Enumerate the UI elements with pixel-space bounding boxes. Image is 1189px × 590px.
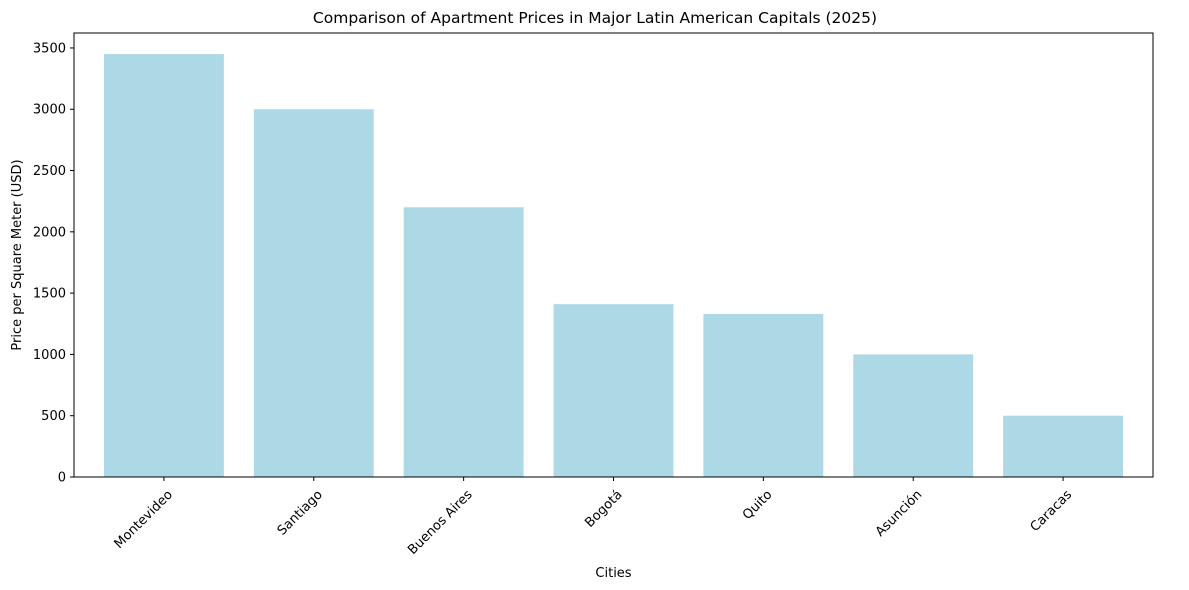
x-tick-label: Asunción <box>873 487 925 539</box>
plot-area-frame <box>73 32 1154 478</box>
y-tick-label: 2000 <box>33 225 66 240</box>
y-axis-label: Price per Square Meter (USD) <box>10 159 25 350</box>
bar-caracas <box>1003 415 1124 477</box>
x-tick-label: Montevideo <box>112 487 176 551</box>
y-tick-label: 500 <box>41 409 66 424</box>
y-tick-label: 1000 <box>33 348 66 363</box>
bar-group <box>103 54 1124 478</box>
x-tick-label: Buenos Aires <box>405 487 476 558</box>
x-tick-label: Bogotá <box>582 487 625 530</box>
y-tick-label: 2500 <box>33 164 66 179</box>
bar-bogot- <box>553 304 674 477</box>
bar-quito <box>703 313 824 477</box>
y-tick-label: 3000 <box>33 103 66 118</box>
x-tick-label: Santiago <box>275 487 326 538</box>
y-tick-label: 0 <box>58 471 66 486</box>
bar-santiago <box>253 109 374 477</box>
bar-buenos-aires <box>403 207 524 477</box>
chart-title: Comparison of Apartment Prices in Major … <box>313 9 877 27</box>
bar-asunci-n <box>853 354 974 477</box>
x-axis-ticks: Montevideo Santiago Buenos Aires Bogotá Quit… <box>112 477 1076 558</box>
bar-montevideo <box>103 54 224 478</box>
x-tick-label: Caracas <box>1028 487 1076 535</box>
y-axis-ticks: 0 500 1000 1500 2000 2500 3000 3500 <box>33 41 74 486</box>
x-tick-label: Quito <box>740 487 775 522</box>
y-tick-label: 3500 <box>33 41 66 56</box>
y-tick-label: 1500 <box>33 287 66 302</box>
x-axis-label: Cities <box>595 566 631 581</box>
